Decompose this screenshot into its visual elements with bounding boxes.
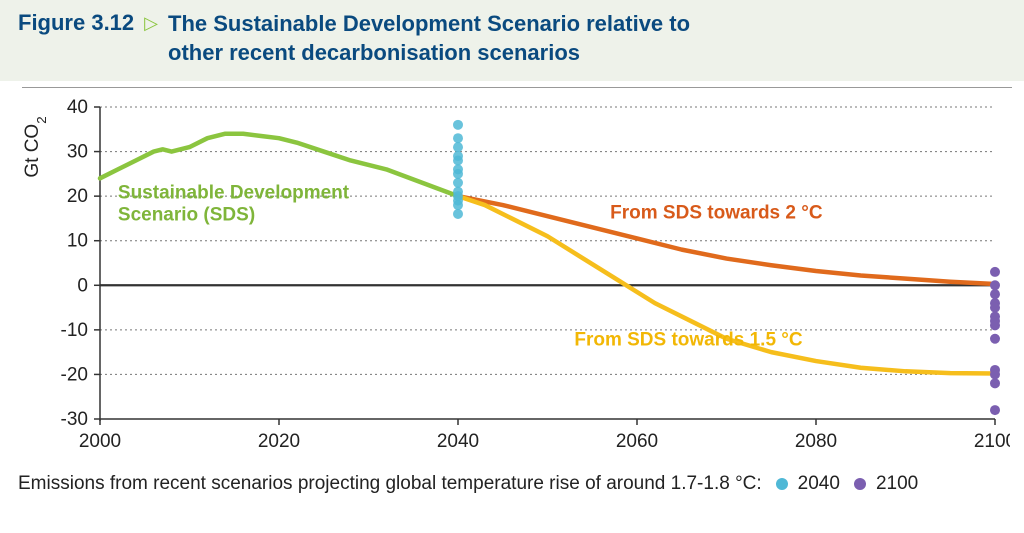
legend-label-2100: 2100 [876, 473, 918, 495]
svg-text:2100: 2100 [974, 431, 1010, 452]
svg-text:From SDS towards 2 °C: From SDS towards 2 °C [610, 203, 823, 224]
legend-dot-2100 [854, 478, 866, 490]
svg-text:-20: -20 [61, 365, 88, 386]
caption-text: Emissions from recent scenarios projecti… [18, 473, 762, 495]
legend-label-2040: 2040 [798, 473, 840, 495]
top-border-rule [22, 87, 1012, 88]
svg-text:From SDS towards 1.5 °C: From SDS towards 1.5 °C [574, 330, 803, 351]
svg-text:Gt CO2: Gt CO2 [22, 117, 49, 178]
figure-label: Figure 3.12 [18, 10, 134, 36]
figure-title: The Sustainable Development Scenario rel… [168, 10, 690, 67]
svg-text:30: 30 [67, 142, 88, 163]
svg-text:2080: 2080 [795, 431, 837, 452]
figure-header: Figure 3.12 ▷ The Sustainable Developmen… [0, 0, 1024, 81]
chart-container: -30 -20 -10 0 10 20 30 40 2000 2020 2040 2060 2080 21… [0, 81, 1024, 469]
legend-dot-2040 [776, 478, 788, 490]
emissions-chart: -30 -20 -10 0 10 20 30 40 2000 2020 2040 2060 2080 21… [10, 89, 1010, 469]
triangle-icon: ▷ [144, 13, 158, 34]
caption-row: Emissions from recent scenarios projecti… [0, 469, 1024, 495]
svg-text:0: 0 [77, 275, 88, 296]
svg-text:20: 20 [67, 186, 88, 207]
figure-title-line1: The Sustainable Development Scenario rel… [168, 10, 690, 39]
svg-text:2040: 2040 [437, 431, 479, 452]
svg-text:10: 10 [67, 231, 88, 252]
figure-title-line2: other recent decarbonisation scenarios [168, 39, 690, 68]
svg-text:-10: -10 [61, 320, 88, 341]
svg-text:40: 40 [67, 97, 88, 118]
svg-text:Scenario (SDS): Scenario (SDS) [118, 205, 255, 226]
svg-text:2000: 2000 [79, 431, 121, 452]
svg-text:2020: 2020 [258, 431, 300, 452]
svg-text:-30: -30 [61, 409, 88, 430]
svg-text:2060: 2060 [616, 431, 658, 452]
svg-text:Sustainable Development: Sustainable Development [118, 183, 350, 204]
